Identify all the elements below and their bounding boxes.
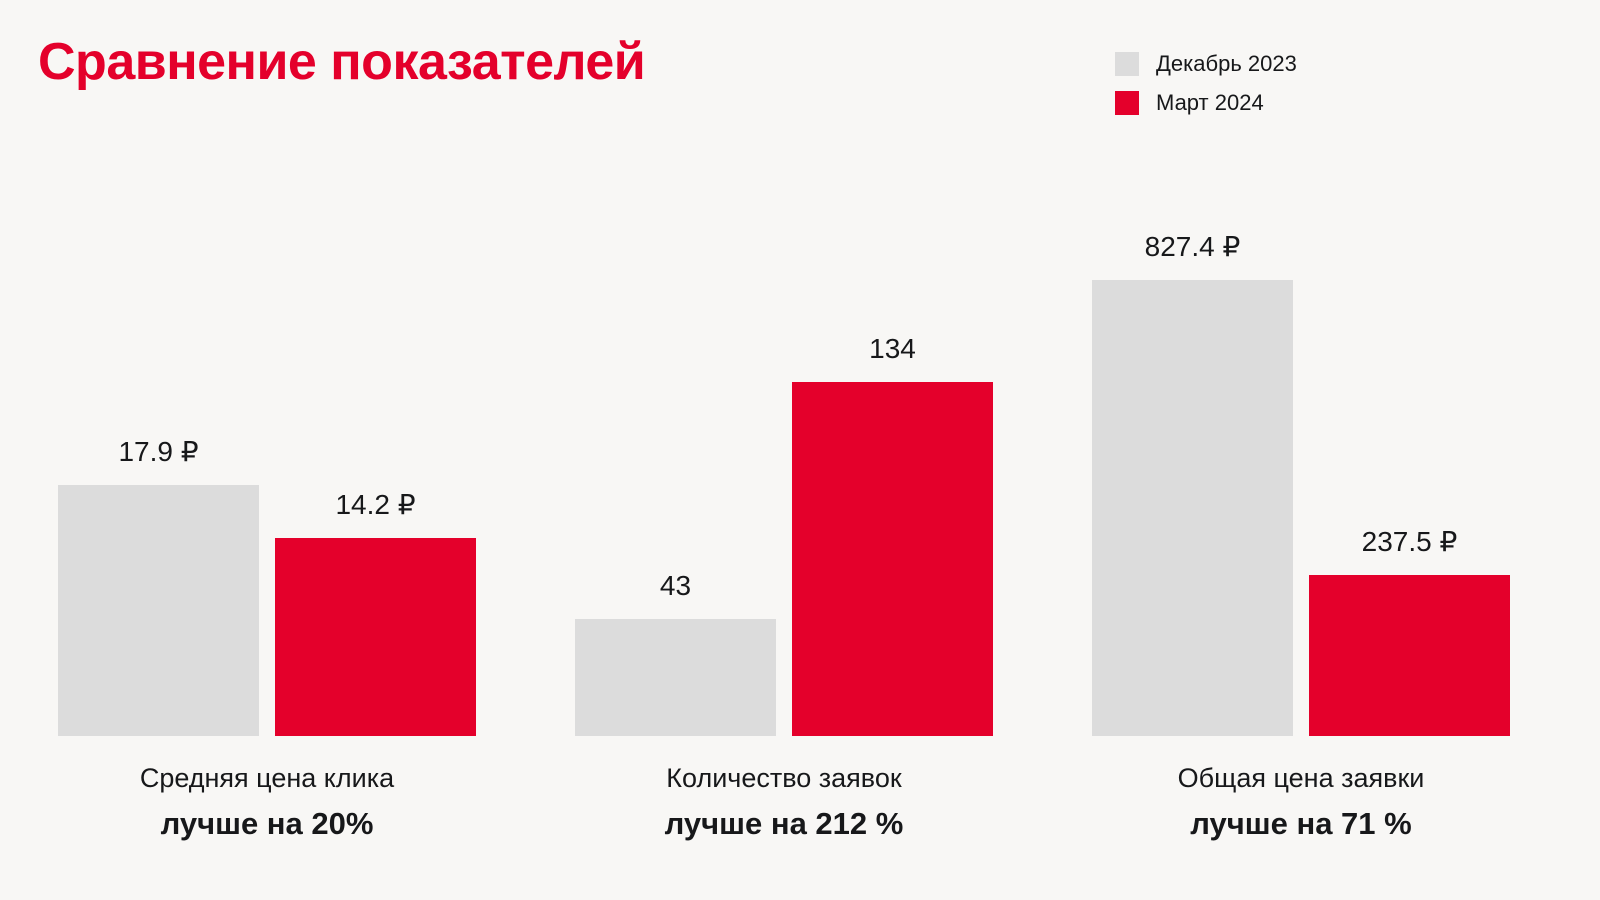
bar-column-december: 827.4 ₽	[1092, 231, 1293, 736]
bar-value-label: 827.4 ₽	[1144, 230, 1241, 262]
legend-swatch-gray	[1115, 52, 1139, 76]
group-category-label: Средняя цена клика	[139, 762, 395, 793]
bar-column-december: 43	[575, 570, 776, 736]
bar-value-label: 43	[659, 569, 692, 601]
bar-value-label: 237.5 ₽	[1361, 525, 1458, 557]
bar-december	[575, 618, 776, 736]
bar-group-total-request-price: 827.4 ₽ 237.5 ₽ Общая цена заявки лучше …	[1092, 231, 1510, 844]
group-category-label: Количество заявок	[666, 762, 902, 793]
bars-row: 17.9 ₽ 14.2 ₽	[58, 436, 476, 736]
bars-row: 43 134	[575, 333, 993, 736]
legend-item-december: Декабрь 2023	[1115, 52, 1297, 76]
bar-value-label: 134	[869, 332, 916, 364]
bar-column-march: 14.2 ₽	[275, 489, 476, 736]
chart-legend: Декабрь 2023 Март 2024	[1115, 52, 1297, 115]
bar-group-request-count: 43 134 Количество заявок лучше на 212 %	[575, 333, 993, 844]
bar-value-label: 14.2 ₽	[335, 488, 416, 520]
bar-december	[58, 484, 259, 736]
bar-column-december: 17.9 ₽	[58, 436, 259, 736]
bar-march	[792, 381, 993, 736]
legend-label: Декабрь 2023	[1156, 51, 1297, 76]
legend-swatch-red	[1115, 91, 1139, 115]
group-category-label: Общая цена заявки	[1177, 762, 1425, 793]
group-improvement-label: лучше на 71 %	[1190, 805, 1412, 841]
legend-item-march: Март 2024	[1115, 91, 1297, 115]
group-improvement-label: лучше на 20%	[160, 805, 374, 841]
bar-group-avg-click-price: 17.9 ₽ 14.2 ₽ Средняя цена клика лучше н…	[58, 436, 476, 844]
page-title: Сравнение показателей	[38, 33, 646, 91]
bar-december	[1092, 279, 1293, 736]
bars-row: 827.4 ₽ 237.5 ₽	[1092, 231, 1510, 736]
bar-value-label: 17.9 ₽	[118, 435, 199, 467]
bar-march	[275, 537, 476, 736]
group-improvement-label: лучше на 212 %	[664, 805, 904, 841]
bar-column-march: 237.5 ₽	[1309, 526, 1510, 736]
bar-column-march: 134	[792, 333, 993, 736]
legend-label: Март 2024	[1156, 90, 1264, 115]
bar-march	[1309, 574, 1510, 736]
